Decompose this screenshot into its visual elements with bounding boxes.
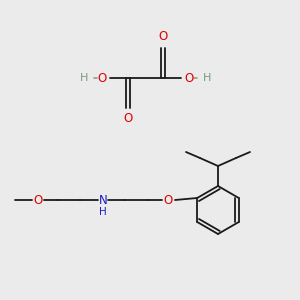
- Text: O: O: [98, 71, 106, 85]
- Text: H: H: [99, 207, 107, 217]
- Text: O: O: [158, 31, 168, 44]
- Text: O: O: [184, 71, 194, 85]
- Text: O: O: [123, 112, 133, 125]
- Text: H: H: [203, 73, 211, 83]
- Text: H: H: [80, 73, 88, 83]
- Text: N: N: [99, 194, 107, 206]
- Text: O: O: [33, 194, 43, 206]
- Text: O: O: [164, 194, 172, 206]
